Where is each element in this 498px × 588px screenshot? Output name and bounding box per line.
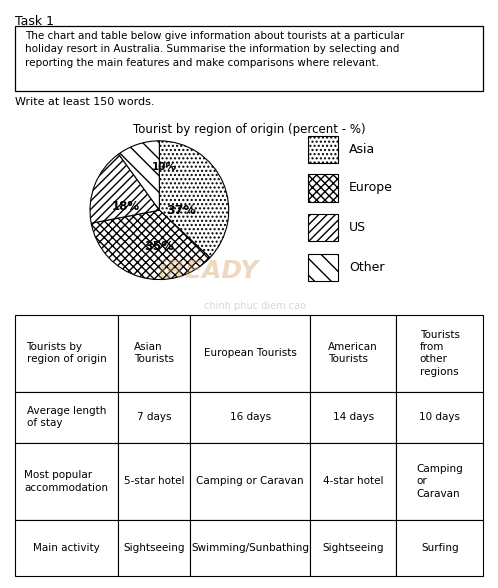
Text: Tourists
from
other
regions: Tourists from other regions bbox=[420, 330, 460, 377]
Wedge shape bbox=[91, 211, 210, 279]
Text: Task 1: Task 1 bbox=[15, 15, 54, 28]
Wedge shape bbox=[90, 154, 159, 223]
Bar bbox=[396, 392, 483, 443]
Bar bbox=[118, 392, 190, 443]
Bar bbox=[396, 443, 483, 520]
Bar bbox=[190, 315, 310, 392]
Text: Camping
or
Caravan: Camping or Caravan bbox=[416, 464, 463, 499]
Text: 10 days: 10 days bbox=[419, 412, 460, 422]
Text: Asia: Asia bbox=[349, 143, 375, 156]
Text: 10%: 10% bbox=[152, 162, 177, 172]
Text: 37%: 37% bbox=[167, 203, 197, 217]
Text: 18%: 18% bbox=[112, 201, 140, 213]
Text: Sightseeing: Sightseeing bbox=[124, 543, 185, 553]
Text: 16 days: 16 days bbox=[230, 412, 271, 422]
Text: Europe: Europe bbox=[349, 181, 393, 194]
Text: 14 days: 14 days bbox=[333, 412, 374, 422]
Bar bbox=[396, 520, 483, 576]
Text: Camping or Caravan: Camping or Caravan bbox=[196, 476, 304, 486]
Text: Average length
of stay: Average length of stay bbox=[27, 406, 106, 429]
Bar bbox=[190, 392, 310, 443]
Text: 5-star hotel: 5-star hotel bbox=[124, 476, 184, 486]
Bar bbox=[310, 520, 396, 576]
Bar bbox=[15, 443, 118, 520]
Bar bbox=[15, 520, 118, 576]
Text: Most popular
accommodation: Most popular accommodation bbox=[24, 470, 109, 493]
Text: 4-star hotel: 4-star hotel bbox=[323, 476, 383, 486]
Bar bbox=[118, 443, 190, 520]
Text: Swimming/Sunbathing: Swimming/Sunbathing bbox=[191, 543, 309, 553]
Text: European Tourists: European Tourists bbox=[204, 348, 297, 358]
Text: Surfing: Surfing bbox=[421, 543, 459, 553]
Text: Main activity: Main activity bbox=[33, 543, 100, 553]
Bar bbox=[15, 392, 118, 443]
Text: 7 days: 7 days bbox=[137, 412, 171, 422]
Bar bbox=[310, 392, 396, 443]
Bar bbox=[308, 136, 338, 163]
Bar bbox=[15, 315, 118, 392]
Wedge shape bbox=[159, 141, 229, 258]
Text: iREADY: iREADY bbox=[157, 259, 258, 283]
Text: The chart and table below give information about tourists at a particular
holida: The chart and table below give informati… bbox=[25, 31, 404, 68]
Bar bbox=[190, 520, 310, 576]
Bar bbox=[308, 213, 338, 242]
Bar bbox=[118, 520, 190, 576]
Bar bbox=[308, 253, 338, 281]
Bar bbox=[396, 315, 483, 392]
Text: Write at least 150 words.: Write at least 150 words. bbox=[15, 97, 154, 107]
Text: Sightseeing: Sightseeing bbox=[322, 543, 384, 553]
Wedge shape bbox=[119, 141, 159, 211]
Text: Tourists by
region of origin: Tourists by region of origin bbox=[26, 342, 106, 365]
Bar bbox=[310, 315, 396, 392]
Bar bbox=[118, 315, 190, 392]
Bar bbox=[190, 443, 310, 520]
Text: Asian
Tourists: Asian Tourists bbox=[134, 342, 174, 365]
Text: US: US bbox=[349, 221, 367, 234]
Text: chinh phuc diem cao: chinh phuc diem cao bbox=[204, 300, 306, 310]
Text: 35%: 35% bbox=[144, 240, 174, 253]
Text: Other: Other bbox=[349, 261, 384, 274]
Text: American
Tourists: American Tourists bbox=[328, 342, 378, 365]
Bar bbox=[310, 443, 396, 520]
Bar bbox=[308, 174, 338, 202]
Text: Tourist by region of origin (percent - %): Tourist by region of origin (percent - %… bbox=[132, 123, 366, 136]
